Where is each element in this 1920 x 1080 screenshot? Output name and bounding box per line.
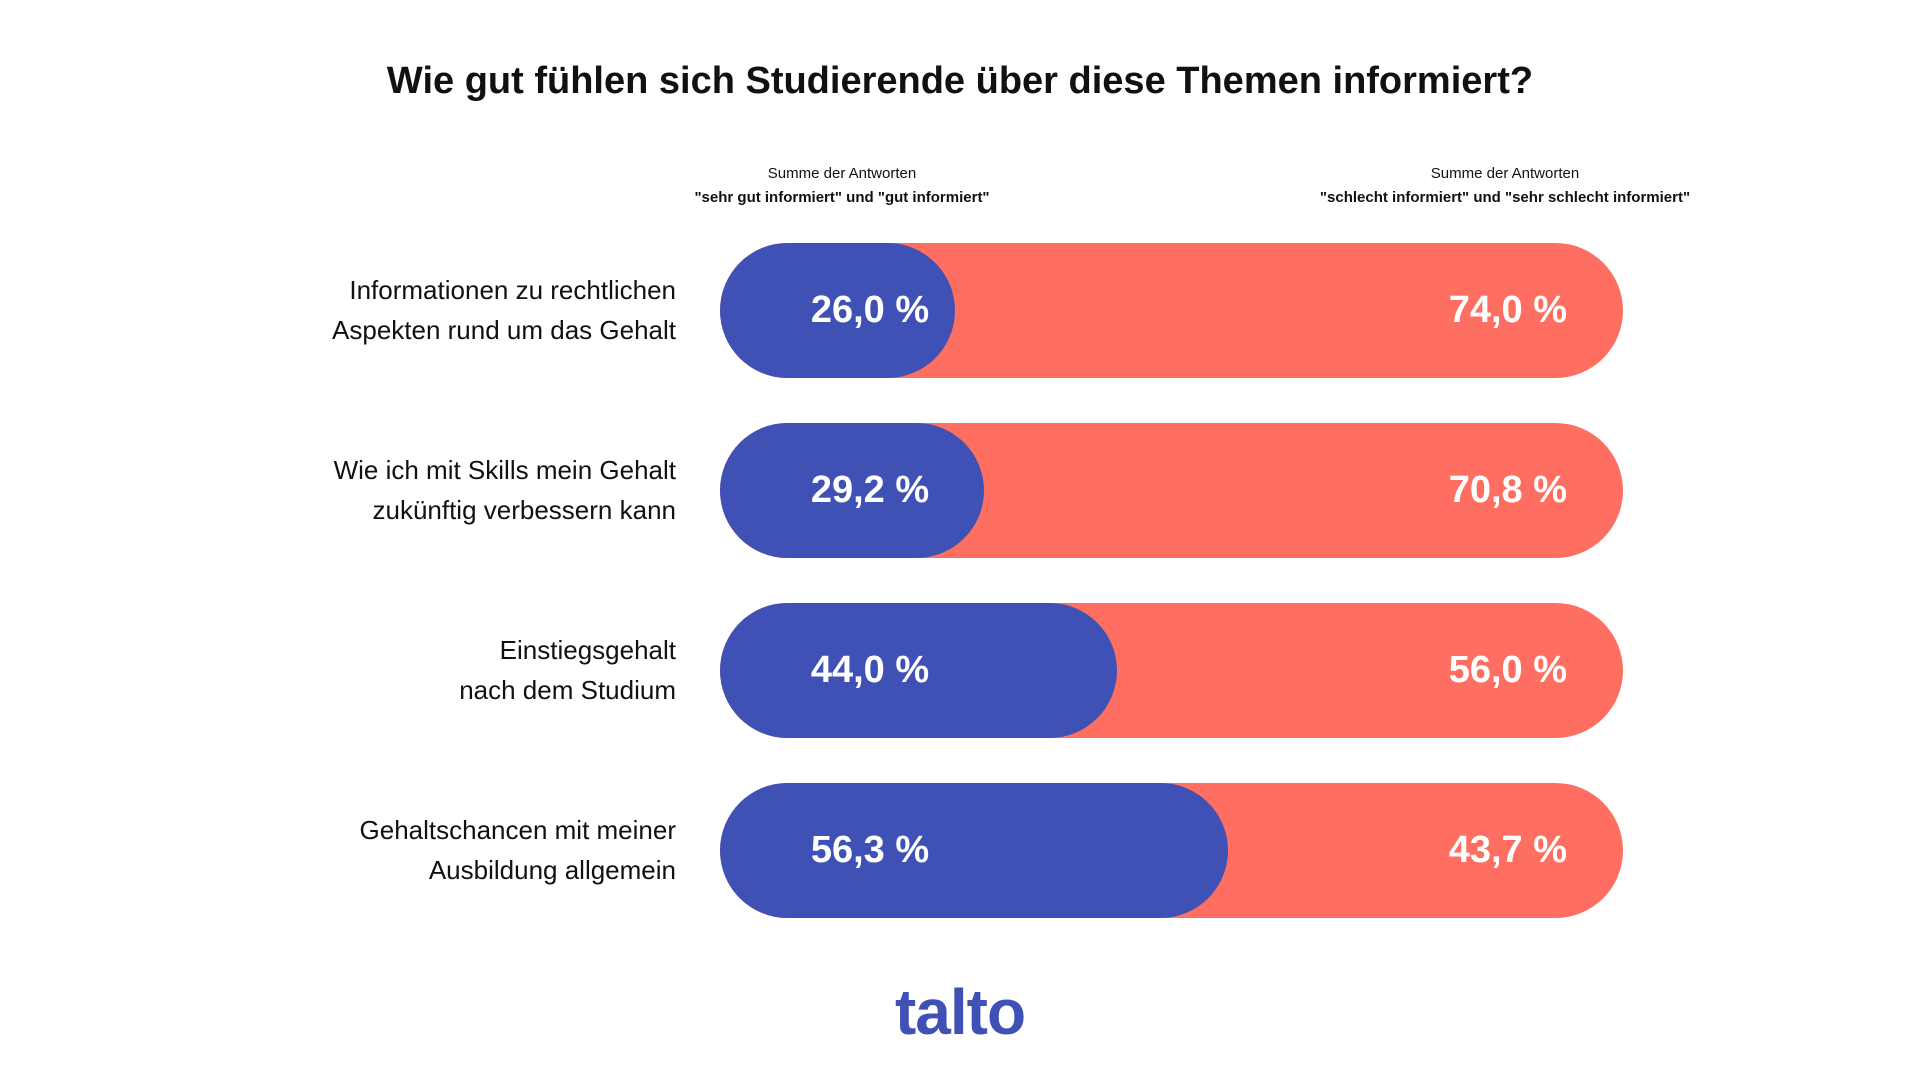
bar-negative: 29,2 % 70,8 % [720, 423, 1623, 558]
bar-positive [720, 243, 955, 378]
category-label: Einstiegsgehalt nach dem Studium [200, 630, 676, 710]
header-negative: Summe der Antworten "schlecht informiert… [1205, 162, 1805, 210]
value-label-positive: 29,2 % [810, 469, 930, 511]
header-negative-line2: "schlecht informiert" und "sehr schlecht… [1319, 189, 1691, 206]
category-label: Gehaltschancen mit meiner Ausbildung allg… [200, 810, 676, 890]
value-label-negative: 70,8 % [1448, 469, 1567, 511]
category-label-line: Ausbildung allgemein [428, 855, 676, 885]
category-label-line: Einstiegsgehalt [499, 635, 676, 665]
value-label-negative: 56,0 % [1448, 649, 1567, 691]
bar-negative: 44,0 % 56,0 % [720, 603, 1623, 738]
category-label-line: nach dem Studium [459, 675, 676, 705]
category-label-line: Gehaltschancen mit meiner [359, 815, 676, 845]
value-label-negative: 43,7 % [1448, 829, 1567, 871]
bar-positive [720, 783, 1229, 918]
header-negative-line1: Summe der Antworten [1430, 165, 1580, 182]
header-positive-line1: Summe der Antworten [767, 165, 917, 182]
category-label-line: Informationen zu rechtlichen [349, 275, 676, 305]
value-label-positive: 56,3 % [810, 829, 930, 871]
header-positive: Summe der Antworten "sehr gut informiert… [542, 162, 1142, 210]
category-label-line: Wie ich mit Skills mein Gehalt [333, 455, 676, 485]
category-label: Informationen zu rechtlichen Aspekten run… [200, 270, 676, 350]
value-label-negative: 74,0 % [1448, 289, 1567, 331]
category-label-line: Aspekten rund um das Gehalt [332, 315, 676, 345]
talto-logo: talto [894, 976, 1026, 1048]
value-label-positive: 44,0 % [810, 649, 930, 691]
category-label-line: zukünftig verbessern kann [372, 495, 676, 525]
bar-negative: 56,3 % 43,7 % [720, 783, 1623, 918]
bar-positive [720, 423, 984, 558]
category-label: Wie ich mit Skills mein Gehalt zukünftig … [200, 450, 676, 530]
bar-negative: 26,0 % 74,0 % [720, 243, 1623, 378]
bar-positive [720, 603, 1118, 738]
header-positive-line2: "sehr gut informiert" und "gut informier… [694, 189, 990, 206]
chart-title: Wie gut fühlen sich Studierende über die… [386, 60, 1534, 102]
value-label-positive: 26,0 % [810, 289, 930, 331]
